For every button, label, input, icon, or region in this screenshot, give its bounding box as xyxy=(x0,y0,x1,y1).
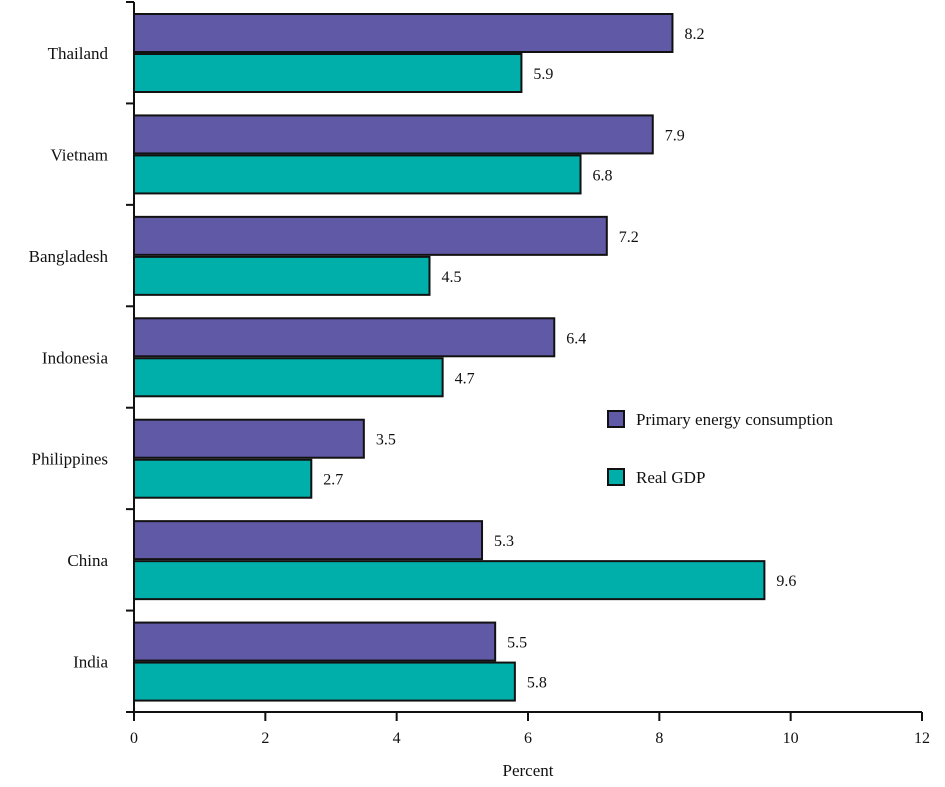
legend: Primary energy consumption Real GDP xyxy=(607,410,834,487)
bar-real-gdp-bangladesh xyxy=(133,255,431,296)
bar-primary-energy-consumption-vietnam xyxy=(133,114,654,155)
value-label-real-gdp-philippines: 2.7 xyxy=(323,472,343,489)
bar-primary-energy-consumption-philippines xyxy=(133,418,365,459)
x-tick-label: 8 xyxy=(655,730,663,747)
legend-swatch-real-gdp xyxy=(607,468,625,486)
x-axis-title: Percent xyxy=(503,761,554,780)
bar-primary-energy-consumption-india xyxy=(133,621,497,662)
x-tick-label: 12 xyxy=(914,730,930,747)
bar-primary-energy-consumption-thailand xyxy=(133,13,674,53)
x-tick-label: 4 xyxy=(393,730,401,747)
category-label-indonesia: Indonesia xyxy=(42,348,109,367)
value-label-primary-energy-consumption-india: 5.5 xyxy=(507,635,527,652)
bar-primary-energy-consumption-indonesia xyxy=(133,317,556,358)
x-tick-label: 6 xyxy=(524,730,532,747)
legend-swatch-primary-energy-consumption xyxy=(607,410,625,428)
category-label-philippines: Philippines xyxy=(31,450,108,469)
value-label-real-gdp-india: 5.8 xyxy=(527,675,547,692)
bar-real-gdp-indonesia xyxy=(133,357,444,398)
bar-real-gdp-philippines xyxy=(133,458,313,499)
category-label-india: India xyxy=(73,653,108,672)
value-label-real-gdp-china: 9.6 xyxy=(776,573,796,590)
bar-real-gdp-india xyxy=(133,661,516,702)
legend-label-primary-energy-consumption: Primary energy consumption xyxy=(636,410,834,429)
x-tick-label: 2 xyxy=(261,730,269,747)
value-label-primary-energy-consumption-thailand: 8.2 xyxy=(684,26,704,43)
x-tick-label: 0 xyxy=(130,730,138,747)
bar-real-gdp-vietnam xyxy=(133,154,582,195)
value-label-primary-energy-consumption-bangladesh: 7.2 xyxy=(619,229,639,246)
bar-real-gdp-thailand xyxy=(133,53,523,93)
value-label-real-gdp-indonesia: 4.7 xyxy=(455,370,475,387)
value-label-real-gdp-thailand: 5.9 xyxy=(533,66,553,83)
category-label-bangladesh: Bangladesh xyxy=(29,247,109,266)
value-label-primary-energy-consumption-philippines: 3.5 xyxy=(376,432,396,449)
bar-primary-energy-consumption-china xyxy=(133,520,484,561)
x-tick-label: 10 xyxy=(783,730,799,747)
category-label-vietnam: Vietnam xyxy=(50,145,108,164)
bars-layer xyxy=(133,13,766,702)
value-label-primary-energy-consumption-indonesia: 6.4 xyxy=(566,330,586,347)
bar-real-gdp-china xyxy=(133,560,766,601)
value-label-real-gdp-bangladesh: 4.5 xyxy=(442,269,462,286)
value-label-primary-energy-consumption-vietnam: 7.9 xyxy=(665,127,685,144)
value-label-real-gdp-vietnam: 6.8 xyxy=(593,167,613,184)
category-label-thailand: Thailand xyxy=(48,44,109,63)
category-label-china: China xyxy=(67,551,108,570)
value-label-primary-energy-consumption-china: 5.3 xyxy=(494,533,514,550)
labels-layer: 0 2 4 6 8 10 12 Thailand 8.2 5.9 Vietnam 7.9 6.8 Bang… xyxy=(29,1,930,747)
bar-primary-energy-consumption-bangladesh xyxy=(133,215,608,256)
legend-label-real-gdp: Real GDP xyxy=(636,468,705,487)
